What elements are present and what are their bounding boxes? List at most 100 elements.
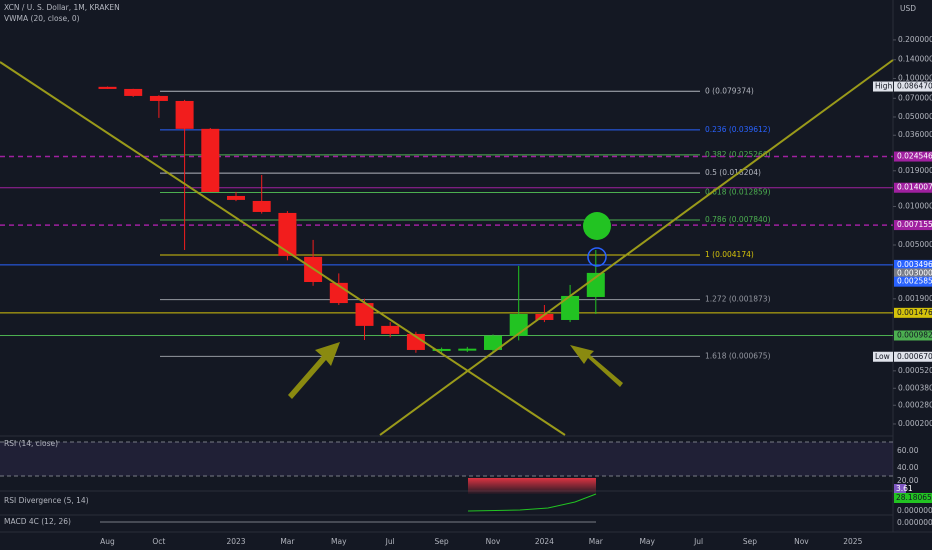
x-tick-label: Jul: [693, 537, 703, 546]
candle-body: [355, 303, 374, 326]
candle-body: [586, 272, 605, 297]
candle-body: [227, 195, 245, 200]
pane-tick-label: 60.00: [897, 446, 919, 455]
candle-body: [124, 88, 143, 96]
currency-label: USD: [900, 4, 916, 13]
candle-body: [458, 348, 477, 351]
x-tick-label: 2024: [535, 537, 554, 546]
y-tick-label: 0.100000: [898, 73, 932, 82]
x-tick-label: 2025: [843, 537, 862, 546]
price-tag-name-bg: [873, 351, 893, 362]
main-pane: 0.200000 0.140000 0.100000 0.070000 0.050000…: [0, 35, 932, 428]
x-tick-label: Aug: [100, 537, 115, 546]
pane-tag: [894, 493, 932, 503]
fib-label: 1.618 (0.000675): [705, 351, 771, 360]
x-tick-label: 2023: [226, 537, 245, 546]
pane-title: RSI Divergence (5, 14): [4, 496, 89, 505]
candle-body: [149, 95, 168, 101]
y-tick-label: 0.000280: [898, 400, 932, 409]
x-tick-label: Sep: [435, 537, 449, 546]
divergence-area: [468, 478, 596, 494]
price-tag-label: 0.002585: [897, 277, 932, 286]
x-tick-label: Sep: [743, 537, 757, 546]
price-tag: [894, 182, 932, 193]
x-tick-label: May: [639, 537, 655, 546]
price-tag-name: High: [875, 82, 892, 91]
pane-tick-label: 20.00: [897, 476, 919, 485]
pane-tag-label: 28.180658: [896, 493, 932, 502]
pane-tick-label: 40.00: [897, 463, 919, 472]
arrow: [288, 342, 340, 399]
candle-body: [406, 333, 425, 350]
fib-label: 1 (0.004174): [705, 250, 754, 259]
price-tag: [894, 351, 932, 362]
fib-label: 0 (0.079374): [705, 86, 754, 95]
y-tick-label: 0.019000: [898, 166, 932, 175]
x-tick-label: Mar: [589, 537, 604, 546]
marker-circle: [587, 247, 607, 267]
price-tag: [894, 307, 932, 318]
fib-label: 0.5 (0.018204): [705, 168, 761, 177]
y-tick-label: 0.010000: [898, 201, 932, 210]
candle-body: [561, 295, 580, 320]
pane-tag-label: 3.61: [896, 484, 913, 493]
candle-body: [252, 200, 271, 212]
chart-title: XCN / U. S. Dollar, 1M, KRAKEN: [4, 3, 120, 12]
candle-body: [535, 313, 554, 320]
y-tick-label: 0.050000: [898, 112, 932, 121]
candle-body: [278, 212, 297, 256]
x-tick-label: May: [331, 537, 347, 546]
arrow: [570, 345, 623, 387]
pane-tag: [894, 484, 906, 494]
price-tag: [894, 81, 932, 92]
marker-circle: [583, 212, 611, 240]
candle-body: [175, 100, 194, 129]
price-tag: [894, 276, 932, 287]
x-tick-label: Jul: [385, 537, 395, 546]
price-tag: [894, 259, 932, 270]
fib-label: 1.272 (0.001873): [705, 295, 771, 304]
divergence-line: [467, 493, 597, 512]
price-tag-label: 0.086470: [897, 82, 932, 91]
price-tag-label: 0.000982: [897, 330, 932, 339]
price-tag-label: 0.000670: [897, 352, 932, 361]
price-tag-label: 0.003000: [897, 268, 932, 277]
price-tag-name: Low: [875, 352, 890, 361]
pane-tick-label: 0.000000: [897, 518, 932, 527]
candle-body: [484, 335, 502, 350]
price-tag-label: 0.007155: [897, 220, 932, 229]
price-tag-label: 0.003496: [897, 260, 932, 269]
fib-label: 0.786 (0.007840): [705, 215, 771, 224]
price-tag-label: 0.001476: [897, 308, 932, 317]
x-tick-label: Mar: [280, 537, 295, 546]
y-tick-label: 0.005000: [898, 240, 932, 249]
price-tag-name-bg: [873, 81, 893, 92]
pane-title: RSI (14, close): [4, 439, 58, 448]
fib-label: 0.382 (0.025266): [705, 150, 771, 159]
y-tick-label: 0.070000: [898, 93, 932, 102]
trend-line: [0, 61, 566, 436]
indicator-label: VWMA (20, close, 0): [4, 14, 80, 23]
y-tick-label: 0.000200: [898, 419, 932, 428]
x-tick-label: Nov: [794, 537, 809, 546]
price-tag: [894, 268, 932, 279]
y-tick-label: 0.001900: [898, 294, 932, 303]
price-tag-label: 0.014007: [897, 183, 932, 192]
y-tick-label: 0.200000: [898, 35, 932, 44]
fib-label: 0.236 (0.039612): [705, 125, 771, 134]
candle-body: [432, 348, 451, 351]
trend-line: [379, 59, 894, 436]
fib-label: 0.618 (0.012859): [705, 187, 771, 196]
y-tick-label: 0.036000: [898, 130, 932, 139]
price-tag: [894, 151, 932, 162]
candle-body: [381, 325, 400, 334]
pane-title: MACD 4C (12, 26): [4, 517, 71, 526]
x-tick-label: Nov: [486, 537, 501, 546]
candle-body: [201, 128, 220, 192]
rsi-band: [0, 442, 893, 476]
pane-tick-label: 0.000000: [897, 506, 932, 515]
candle-body: [98, 86, 117, 89]
price-tag: [894, 220, 932, 231]
price-tag: [894, 330, 932, 341]
